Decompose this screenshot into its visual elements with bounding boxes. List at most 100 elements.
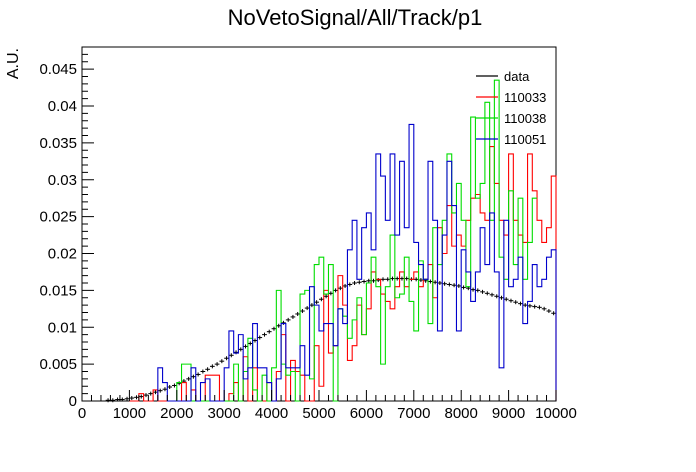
data-point xyxy=(105,398,111,403)
data-point xyxy=(214,362,220,367)
data-point xyxy=(371,278,376,283)
series-110051 xyxy=(157,123,557,402)
chart-title: NoVetoSignal/All/Track/p1 xyxy=(228,5,483,30)
data-point xyxy=(304,306,310,311)
data-point xyxy=(461,285,466,290)
x-tick-label: 6000 xyxy=(350,405,383,422)
data-point xyxy=(195,372,201,377)
x-tick-label: 2000 xyxy=(160,405,193,422)
data-point xyxy=(319,297,324,302)
data-point xyxy=(456,283,462,288)
series-data xyxy=(105,276,556,403)
data-point xyxy=(328,291,334,296)
data-point xyxy=(541,306,547,311)
data-point xyxy=(342,283,348,288)
data-point xyxy=(337,286,343,291)
data-point xyxy=(404,276,410,281)
legend-label: 110051 xyxy=(504,132,546,147)
data-point xyxy=(537,305,542,310)
data-point xyxy=(484,291,490,296)
x-tick-label: 3000 xyxy=(208,405,241,422)
data-point xyxy=(129,396,135,401)
data-point xyxy=(347,282,353,287)
data-point xyxy=(124,396,130,401)
data-point xyxy=(390,276,395,281)
data-point xyxy=(475,288,481,293)
data-point xyxy=(394,276,400,281)
data-point xyxy=(551,311,556,316)
data-point xyxy=(442,281,447,286)
data-point xyxy=(200,369,206,374)
data-point xyxy=(532,304,538,309)
data-point xyxy=(243,344,248,349)
data-point xyxy=(290,314,296,319)
y-tick-label: 0.03 xyxy=(48,172,77,189)
legend-label: data xyxy=(504,69,530,84)
data-point xyxy=(167,384,173,389)
data-point xyxy=(518,301,523,306)
data-point xyxy=(399,276,405,281)
legend-item: 110033 xyxy=(476,90,546,105)
legend-label: 110038 xyxy=(504,111,546,126)
data-point xyxy=(224,356,229,361)
series-layer xyxy=(105,79,557,403)
data-point xyxy=(503,297,509,302)
legend-item: data xyxy=(476,69,530,84)
x-axis: 0 1000 2000 3000 4000 5000 6000 7000 8000 9000 100… xyxy=(78,390,577,422)
data-point xyxy=(499,295,504,300)
data-point xyxy=(143,393,149,398)
legend-item: 110051 xyxy=(476,132,546,147)
data-point xyxy=(119,397,125,402)
data-point xyxy=(110,398,116,403)
x-tick-label: 8000 xyxy=(445,405,478,422)
data-point xyxy=(413,277,419,282)
data-point xyxy=(428,279,433,284)
data-point xyxy=(356,280,362,285)
data-point xyxy=(470,287,476,292)
legend-label: 110033 xyxy=(504,90,546,105)
data-point xyxy=(300,309,305,314)
data-point xyxy=(295,311,301,316)
data-point xyxy=(375,278,381,283)
legend: data 110033 110038 110051 xyxy=(476,69,546,147)
data-point xyxy=(352,281,357,285)
x-tick-label: 9000 xyxy=(492,405,525,422)
data-point xyxy=(153,390,158,395)
y-tick-label: 0.02 xyxy=(48,246,77,263)
data-point xyxy=(314,300,319,305)
data-point xyxy=(257,335,263,340)
data-point xyxy=(323,294,329,299)
y-tick-label: 0.035 xyxy=(39,135,77,152)
y-tick-label: 0.005 xyxy=(39,356,77,373)
data-point xyxy=(134,395,139,400)
y-tick-label: 0.025 xyxy=(39,209,77,226)
data-point xyxy=(266,329,272,334)
data-point xyxy=(247,341,253,346)
data-point xyxy=(115,397,120,402)
data-point xyxy=(437,281,443,285)
data-point xyxy=(513,300,519,305)
data-point xyxy=(219,359,225,364)
data-point xyxy=(385,277,391,282)
data-point xyxy=(489,292,495,297)
data-point xyxy=(281,320,286,325)
data-point xyxy=(508,298,514,303)
data-point xyxy=(172,383,177,388)
y-axis-label: A.U. xyxy=(5,48,22,79)
data-point xyxy=(176,381,182,386)
data-point xyxy=(138,394,144,399)
x-tick-label: 10000 xyxy=(535,405,577,422)
data-point xyxy=(276,323,282,328)
series-110038 xyxy=(176,79,538,402)
x-tick-label: 4000 xyxy=(255,405,288,422)
data-point xyxy=(361,279,367,284)
data-point xyxy=(333,288,338,293)
y-axis: 0 0.005 0.01 0.015 0.02 0.025 0.03 0.035 0.04 0.0… xyxy=(39,46,94,410)
data-point xyxy=(480,289,485,294)
y-tick-label: 0.015 xyxy=(39,282,77,299)
legend-item: 110038 xyxy=(476,111,546,126)
data-point xyxy=(209,364,215,369)
data-point xyxy=(271,326,277,331)
data-point xyxy=(228,353,234,358)
